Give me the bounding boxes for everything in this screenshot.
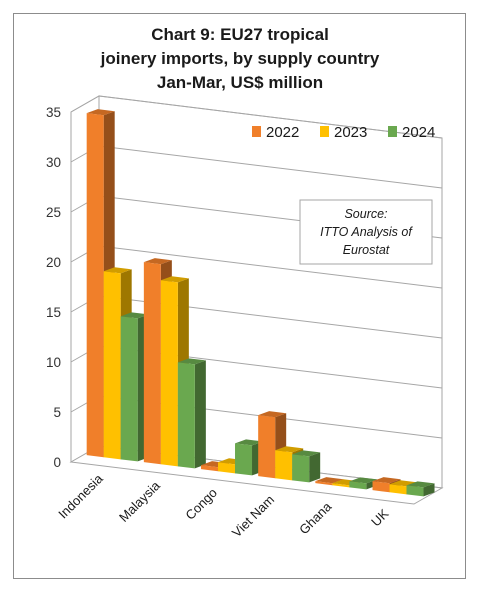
category-label: Indonesia [55, 470, 106, 521]
bar-side [309, 452, 321, 483]
category-label: Malaysia [116, 477, 163, 524]
chart-title: Chart 9: EU27 tropical joinery imports, … [100, 25, 380, 92]
bar-ghana-2024 [349, 477, 378, 490]
bar-front [349, 481, 367, 490]
bar-front [103, 271, 121, 460]
bar-side [194, 360, 206, 469]
source-note-line-2: ITTO Analysis of [320, 225, 413, 239]
bar-uk-2024 [406, 481, 435, 497]
category-label: Congo [182, 485, 220, 523]
bar-front [332, 483, 350, 488]
chart-title-line-1: Chart 9: EU27 tropical [151, 25, 329, 44]
bar-top [372, 477, 401, 484]
bar-side [423, 483, 435, 497]
bar-front [86, 113, 104, 458]
bar-front [218, 462, 236, 474]
category-label: UK [368, 506, 392, 530]
y-tick-label: 30 [46, 155, 61, 170]
bar-top [275, 446, 304, 453]
bar-front [120, 316, 138, 462]
bar-top [86, 109, 115, 116]
gridline [70, 95, 443, 139]
source-note-line-3: Eurostat [343, 243, 390, 257]
y-tick-label: 15 [46, 305, 61, 320]
legend-swatch-2024 [388, 126, 397, 137]
bar-front [143, 262, 161, 465]
bar-front [201, 465, 219, 472]
legend: 2022 2023 2024 [252, 124, 435, 141]
bar-top [160, 276, 189, 283]
category-label: Ghana [296, 498, 335, 537]
bar-front [315, 481, 333, 486]
legend-label-2024: 2024 [402, 124, 435, 141]
y-tick-label: 25 [46, 205, 61, 220]
bar-malaysia-2024 [177, 358, 206, 469]
bar-top [406, 481, 435, 488]
bar-top [349, 477, 378, 484]
source-note-line-1: Source: [344, 207, 387, 221]
bar-top [258, 411, 287, 418]
legend-swatch-2023 [320, 126, 329, 137]
bar-front [258, 415, 276, 479]
bar-top [292, 450, 321, 457]
chart-title-line-3: Jan-Mar, US$ million [157, 73, 323, 92]
chart-title-line-2: joinery imports, by supply country [100, 49, 380, 68]
bar-top [177, 358, 206, 365]
bar-front [372, 481, 390, 493]
bar-front [160, 280, 178, 467]
bar-front [235, 443, 253, 476]
bar-front [275, 450, 293, 481]
y-axis-ticks: 0 5 10 15 20 25 30 35 [46, 105, 61, 470]
legend-label-2022: 2022 [266, 124, 299, 141]
category-label: Viet Nam [229, 492, 277, 540]
bar-front [292, 454, 310, 483]
bar-top [315, 477, 344, 484]
chart-svg: Chart 9: EU27 tropical joinery imports, … [46, 25, 444, 540]
bar-viet-nam-2024 [292, 450, 321, 483]
bars [86, 109, 435, 497]
bar-top [120, 312, 149, 319]
bar-top [143, 258, 172, 265]
y-tick-label: 20 [46, 255, 61, 270]
bar-front [177, 362, 195, 469]
source-note: Source: ITTO Analysis of Eurostat [299, 199, 433, 265]
bar-top [103, 267, 132, 274]
bar-front [389, 484, 407, 495]
bar-top [235, 439, 264, 446]
chart-frame: Chart 9: EU27 tropical joinery imports, … [13, 13, 466, 579]
y-tick-label: 35 [46, 105, 61, 120]
source-note-box [299, 199, 433, 265]
y-tick-label: 5 [53, 405, 61, 420]
legend-swatch-2022 [252, 126, 261, 137]
y-tick-label: 0 [53, 455, 61, 470]
legend-label-2023: 2023 [334, 124, 367, 141]
bar-front [406, 485, 424, 497]
y-tick-label: 10 [46, 355, 61, 370]
